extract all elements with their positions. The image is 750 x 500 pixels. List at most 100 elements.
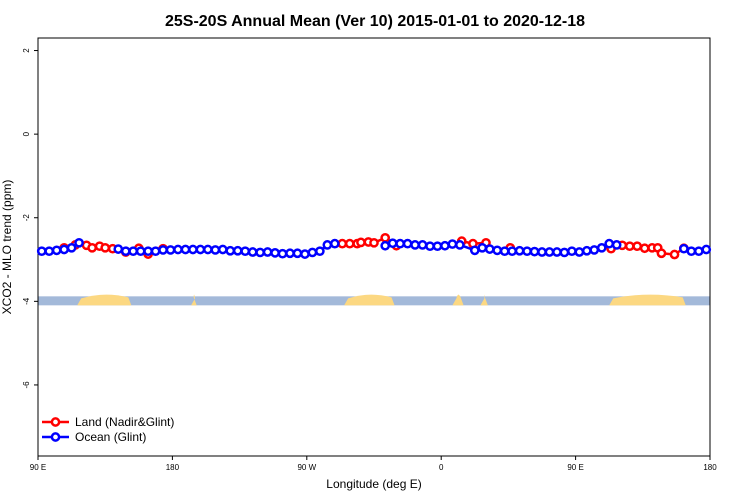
data-point [165,245,176,255]
data-point [44,246,55,257]
data-point [158,245,168,255]
data-point [604,238,615,249]
data-point [150,246,161,257]
data-point [120,246,131,257]
data-point [232,245,243,256]
data-point [356,237,366,248]
data-point [669,249,680,260]
data-point [173,244,183,255]
data-point [203,244,213,255]
data-point [380,232,391,243]
data-point [387,238,398,249]
data-point [432,241,443,252]
data-point [589,245,600,255]
data-point [544,247,555,257]
data-point [484,244,495,254]
data-point [701,244,712,255]
data-point [632,241,643,252]
legend-marker [50,432,61,442]
x-tick-label: 90 W [297,463,316,472]
data-point [596,242,607,253]
data-point [469,245,480,256]
y-tick-label: -6 [22,381,31,389]
data-point [499,246,510,257]
legend-marker [50,417,61,427]
data-point [686,246,697,257]
data-point [262,247,273,257]
data-point [559,247,570,258]
data-point [337,238,348,249]
data-point [59,244,69,255]
data-point [529,246,540,257]
land-patch [344,294,395,306]
data-point [255,247,265,258]
land-patch [77,294,132,306]
data-point [188,244,198,255]
data-point [611,240,622,250]
data-point [624,241,635,252]
data-point [329,238,340,249]
x-tick-label: 180 [166,463,180,472]
data-point [100,242,111,253]
data-point [240,246,251,257]
data-point [492,245,503,256]
legend: Land (Nadir&Glint)Ocean (Glint) [42,415,174,444]
data-point [66,242,77,253]
y-tick-label: -2 [22,214,31,222]
data-point [402,238,413,249]
data-point [369,237,379,248]
data-point [447,239,458,249]
data-point [440,240,450,251]
data-point [679,243,689,254]
x-tick-label: 180 [703,463,717,472]
data-point [507,246,517,257]
y-axis-ticks: 2 0 -2 -4 -6 [22,48,38,389]
data-point [51,245,62,256]
data-point [537,247,547,257]
legend-label: Land (Nadir&Glint) [75,415,174,429]
data-point [247,247,258,257]
x-tick-label: 0 [439,463,444,472]
x-tick-label: 90 E [567,463,583,472]
data-point [285,248,295,259]
data-point [567,246,577,257]
data-point [344,238,355,249]
y-tick-label: 2 [22,48,31,53]
surface-strip [38,294,710,306]
data-point [315,246,325,257]
chart-title: 25S-20S Annual Mean (Ver 10) 2015-01-01 … [165,13,585,30]
data-point [300,249,310,259]
data-point [180,244,191,255]
data-point [225,245,236,256]
x-tick-label: 90 E [30,463,46,472]
land-patch [609,294,686,306]
data-point [135,246,146,257]
land-patch [480,294,488,306]
data-point [128,246,139,257]
x-axis-ticks: 90 E 180 90 W 0 90 E 180 [30,456,717,472]
data-point [477,242,488,253]
series-ocean [36,237,712,259]
y-tick-label: 0 [22,131,31,136]
data-point [656,248,667,259]
data-point [113,244,124,254]
data-point [210,245,221,255]
data-point [143,246,153,257]
data-point [574,247,585,257]
data-point [693,246,704,257]
data-point [74,237,84,248]
data-point [455,240,465,250]
data-point [36,246,47,257]
data-point [639,243,650,254]
y-tick-label: -4 [22,297,31,305]
data-point [217,244,228,255]
data-point [195,244,206,255]
x-axis-label: Longitude (deg E) [326,477,421,491]
data-point [270,248,280,258]
legend-label: Ocean (Glint) [75,430,146,444]
data-point [292,248,303,259]
data-point [417,240,428,250]
data-point [87,242,97,253]
data-point [307,247,318,258]
